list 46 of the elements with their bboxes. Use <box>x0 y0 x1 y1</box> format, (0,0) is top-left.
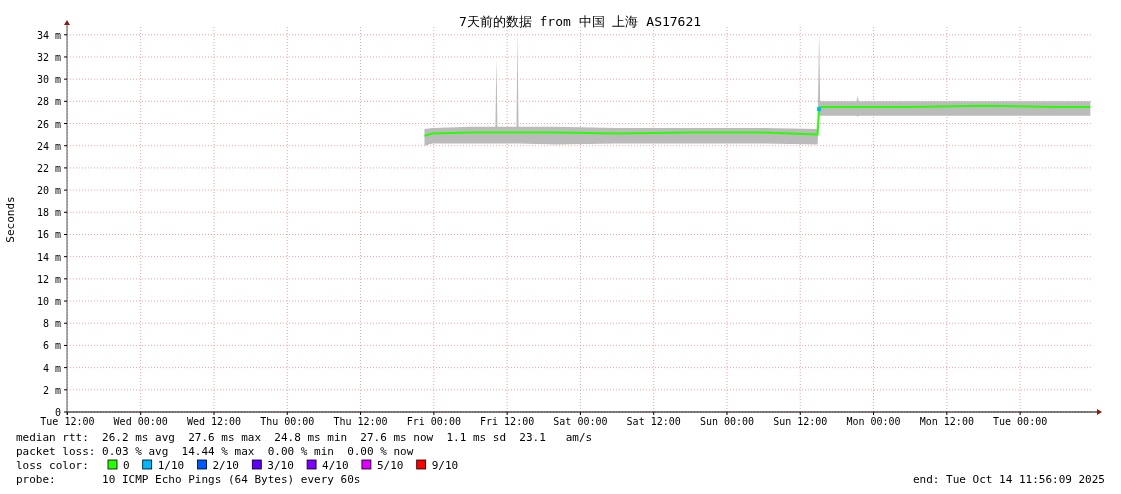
x-tick-label: Sun 00:00 <box>699 416 755 427</box>
text: probe: 10 ICMP Echo Pings (64 Bytes) every 60s <box>16 473 361 486</box>
x-tick-label: Tue 12:00 <box>40 416 95 427</box>
legend-label: 1/10 <box>157 459 185 472</box>
x-tick-label: Sun 12:00 <box>773 416 828 427</box>
x-tick-label: Sat 00:00 <box>553 416 608 427</box>
y-tick-label: 0 <box>54 407 61 418</box>
x-tick-label: Tue 00:00 <box>993 416 1048 427</box>
legend-label: 5/10 <box>376 459 404 472</box>
y-tick-label: 2 m <box>42 384 61 396</box>
chart-title: 7天前的数据 from 中国 上海 AS17621 <box>458 14 702 29</box>
x-tick-label: Mon 12:00 <box>919 416 974 427</box>
y-tick-label: 20 m <box>36 185 61 197</box>
text: median rtt: 26.2 ms avg 27.6 ms max 24.8 ms min 27.6 ms now 1.1 ms sd 23.1 am/s <box>16 431 593 444</box>
y-tick-label: 14 m <box>36 251 61 263</box>
y-tick-label: 22 m <box>36 162 61 174</box>
y-tick-label: 28 m <box>36 96 61 108</box>
text: packet loss: 0.03 % avg 14.44 % max 0.00 % min 0.00 % now <box>16 445 414 458</box>
y-tick-label: 32 m <box>36 51 61 63</box>
y-tick-label: 8 m <box>42 318 61 330</box>
y-tick-label: 10 m <box>36 296 61 308</box>
y-axis-title: Seconds <box>4 196 17 243</box>
legend-title: loss color: <box>16 459 89 472</box>
y-tick-label: 4 m <box>42 362 61 374</box>
x-tick-label: Wed 00:00 <box>113 416 168 427</box>
x-tick-label: Sat 12:00 <box>626 416 681 427</box>
y-tick-label: 18 m <box>36 207 61 219</box>
x-tick-label: Thu 00:00 <box>260 416 315 427</box>
legend-label: 2/10 <box>212 459 239 472</box>
y-tick-label: 16 m <box>36 229 61 241</box>
x-tick-label: Fri 12:00 <box>480 416 535 427</box>
y-tick-label: 12 m <box>36 273 61 285</box>
y-tick-label: 26 m <box>36 118 61 130</box>
x-tick-label: Wed 12:00 <box>186 416 242 427</box>
x-tick-label: Fri 00:00 <box>406 416 461 427</box>
text: end: Tue Oct 14 11:56:09 2025 <box>912 473 1105 486</box>
legend-label: 0 <box>123 459 130 472</box>
legend-label: 9/10 <box>431 459 459 472</box>
y-tick-label: 30 m <box>36 74 61 86</box>
y-tick-label: 24 m <box>36 140 61 152</box>
y-tick-label: 6 m <box>42 340 61 352</box>
x-tick-label: Thu 12:00 <box>333 416 388 427</box>
legend-label: 3/10 <box>267 459 294 472</box>
legend-label: 4/10 <box>322 459 349 472</box>
x-tick-label: Mon 00:00 <box>846 416 901 427</box>
y-tick-label: 34 m <box>36 29 61 41</box>
